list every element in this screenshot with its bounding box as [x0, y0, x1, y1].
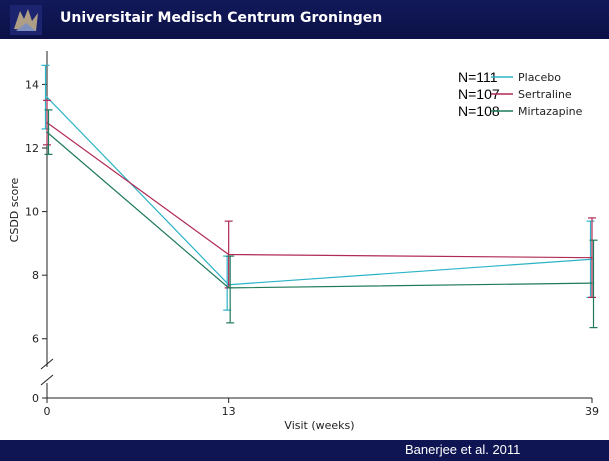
sample-size-label: N=107 — [458, 86, 500, 102]
y-tick-label: 6 — [32, 333, 39, 346]
data-point — [46, 121, 48, 124]
y-axis-title: CSDD score — [8, 177, 21, 242]
y-tick-label: 8 — [32, 269, 39, 282]
data-point — [46, 131, 48, 133]
series-line-sertraline — [46, 122, 593, 259]
footer-bar: Banerjee et al. 2011 — [0, 440, 609, 461]
footer-credit: Banerjee et al. 2011 — [405, 442, 521, 457]
header-title: Universitair Medisch Centrum Groningen — [60, 10, 383, 26]
y-axis-break-mark — [40, 358, 54, 370]
data-point — [591, 256, 593, 259]
header-bar: Universitair Medisch Centrum Groningen — [0, 0, 609, 39]
y-tick-label: 10 — [25, 206, 39, 219]
y-axis-break-mark — [40, 374, 54, 386]
legend-label: Placebo — [518, 71, 561, 84]
x-axis-title: Visit (weeks) — [284, 419, 354, 432]
data-point — [227, 253, 230, 256]
x-tick-label: 39 — [585, 405, 599, 418]
legend-label: Sertraline — [518, 88, 572, 101]
chart: 0 6 8 10 12 14 0 13 39 N=111 Placebo N=107 Sertrali… — [8, 51, 599, 432]
sample-size-label: N=111 — [458, 69, 498, 85]
data-point — [591, 282, 593, 284]
sample-size-label: N=108 — [458, 103, 500, 119]
y-tick-label: 12 — [25, 142, 39, 155]
chart-series — [41, 64, 598, 329]
data-point — [227, 287, 230, 289]
data-point — [46, 96, 48, 98]
y-tick-label: 0 — [32, 392, 39, 405]
x-tick-label: 13 — [222, 405, 236, 418]
x-tick-label: 0 — [44, 405, 51, 418]
chart-axes: 0 6 8 10 12 14 0 13 39 — [25, 51, 599, 418]
legend-label: Mirtazapine — [518, 105, 583, 118]
umcg-logo-icon — [10, 5, 42, 35]
chart-legend: N=111 Placebo N=107 Sertraline N=108 Mirtazap… — [458, 69, 583, 119]
y-tick-label: 14 — [25, 78, 39, 91]
